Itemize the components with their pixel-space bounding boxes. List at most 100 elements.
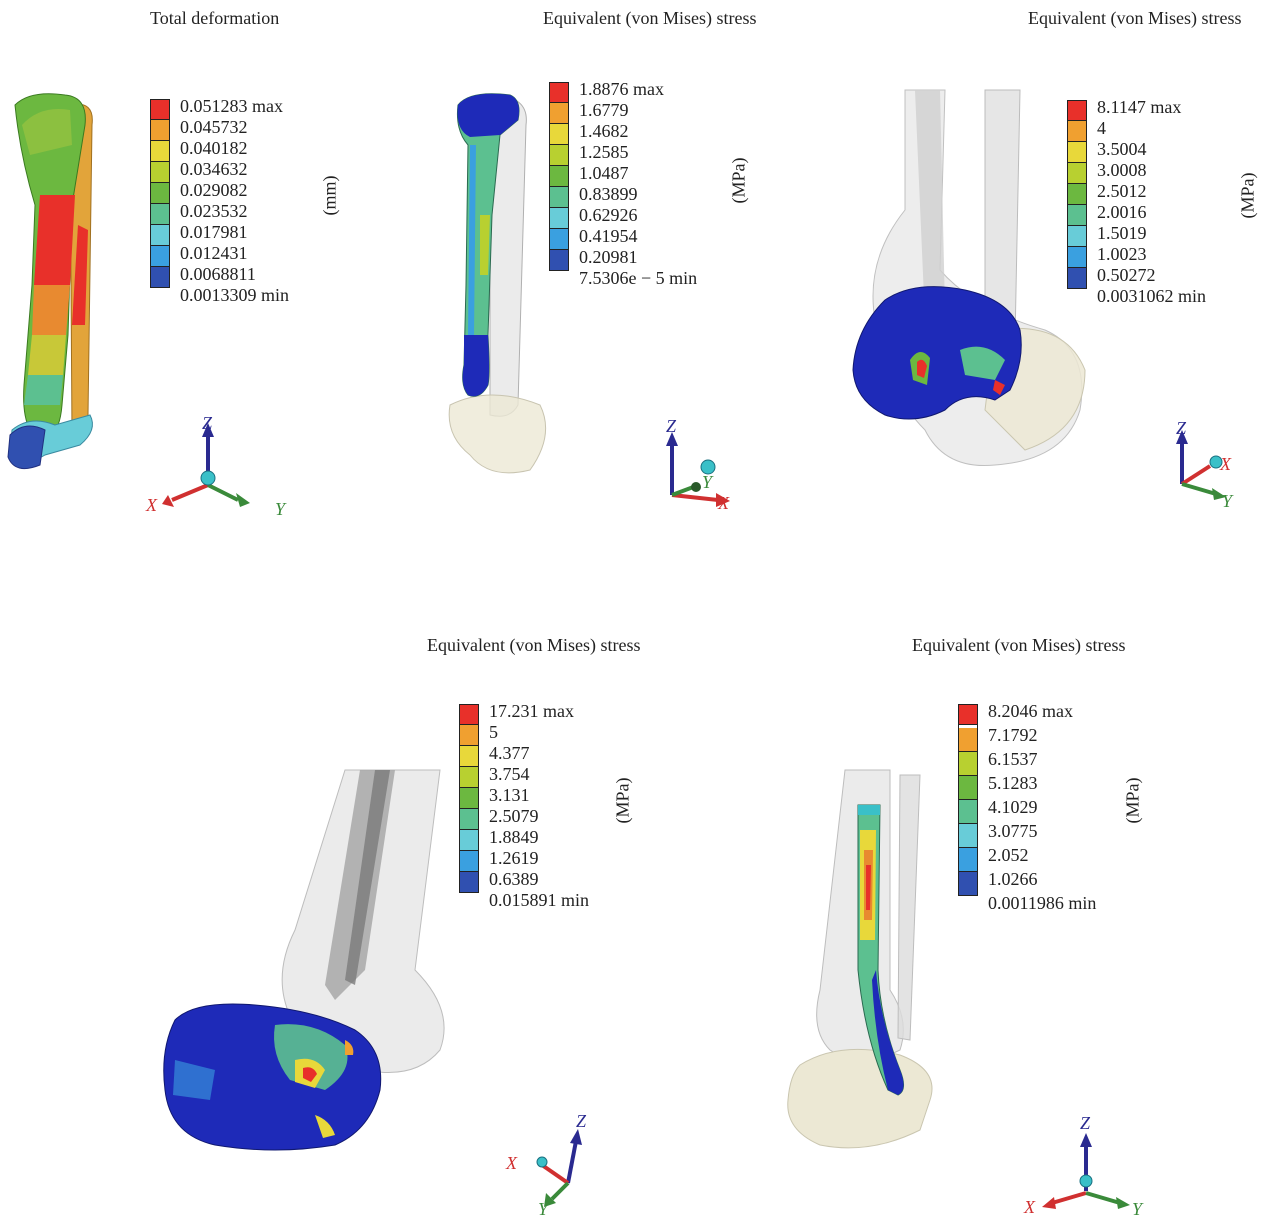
axis-triad: Z X Y xyxy=(505,1111,587,1217)
legend-label: 0.023532 xyxy=(180,201,248,221)
legend-label: 2.0016 xyxy=(1097,202,1147,222)
legend-swatch xyxy=(150,246,170,267)
legend-swatch xyxy=(1067,247,1087,268)
legend-swatch xyxy=(150,204,170,225)
legend-swatch xyxy=(958,752,978,776)
legend-label: 0.045732 xyxy=(180,117,248,137)
legend-label: 3.5004 xyxy=(1097,139,1147,159)
y-axis-label: Y xyxy=(1222,491,1234,511)
legend-swatch xyxy=(459,830,479,851)
unit-label: (mm) xyxy=(319,175,340,216)
y-axis-label: Y xyxy=(702,472,714,492)
legend-swatch xyxy=(150,141,170,162)
legend-label: 0.0011986 min xyxy=(988,893,1097,913)
legend-label: 1.5019 xyxy=(1097,223,1147,243)
legend-swatch xyxy=(549,250,569,271)
y-axis-label: Y xyxy=(275,499,287,519)
legend-swatch xyxy=(459,872,479,893)
legend-swatch xyxy=(958,800,978,824)
legend-label: 7.1792 xyxy=(988,725,1038,745)
legend-label: 17.231 max xyxy=(489,701,574,721)
unit-label: (MPa) xyxy=(1237,172,1258,219)
legend-swatch xyxy=(150,162,170,183)
legend-label: 0.012431 xyxy=(180,243,248,263)
legend-swatch xyxy=(459,851,479,872)
y-axis-label: Y xyxy=(1132,1199,1144,1217)
legend-label: 6.1537 xyxy=(988,749,1038,769)
legend-label: 0.62926 xyxy=(579,205,638,225)
legend-swatch xyxy=(958,848,978,872)
panel-title: Equivalent (von Mises) stress xyxy=(427,635,641,655)
z-axis-label: Z xyxy=(666,416,677,436)
legend-label: 0.034632 xyxy=(180,159,248,179)
legend-label: 0.0013309 min xyxy=(180,285,290,305)
legend-label: 1.8849 xyxy=(489,827,539,847)
legend-label: 0.015891 min xyxy=(489,890,590,910)
legend-swatch xyxy=(958,728,978,752)
legend-label: 1.0487 xyxy=(579,163,629,183)
legend-label: 0.83899 xyxy=(579,184,638,204)
legend-swatch xyxy=(459,809,479,830)
legend-label: 4.377 xyxy=(489,743,530,763)
legend-swatch xyxy=(459,725,479,746)
panel-title: Equivalent (von Mises) stress xyxy=(912,635,1126,655)
deformation-model-render xyxy=(7,93,93,470)
z-axis-label: Z xyxy=(1176,418,1187,438)
legend-swatch xyxy=(549,166,569,187)
legend-label: 1.8876 max xyxy=(579,79,664,99)
legend-swatch xyxy=(958,824,978,848)
stress-model-render-3 xyxy=(163,769,445,1151)
stress-model-render-2 xyxy=(852,89,1086,467)
legend-swatch xyxy=(150,183,170,204)
legend-label: 0.6389 xyxy=(489,869,539,889)
legend-label: 1.6779 xyxy=(579,100,629,120)
legend-label: 8.2046 max xyxy=(988,701,1073,721)
axis-triad: Z X Y xyxy=(1176,418,1234,511)
axis-triad: Z X Y xyxy=(145,413,287,519)
legend-swatch xyxy=(459,767,479,788)
z-axis-label: Z xyxy=(576,1111,587,1131)
legend-label: 4.1029 xyxy=(988,797,1038,817)
legend-swatch xyxy=(1067,226,1087,247)
legend-label: 3.131 xyxy=(489,785,530,805)
legend-label: 0.0031062 min xyxy=(1097,286,1207,306)
legend-label: 1.4682 xyxy=(579,121,629,141)
legend-swatch xyxy=(459,746,479,767)
y-axis-label: Y xyxy=(538,1199,550,1217)
legend-label: 4 xyxy=(1097,118,1106,138)
legend-label: 1.0023 xyxy=(1097,244,1147,264)
legend-label: 0.029082 xyxy=(180,180,248,200)
legend-swatch xyxy=(1067,100,1087,121)
legend-label: 0.50272 xyxy=(1097,265,1156,285)
legend-label: 2.5012 xyxy=(1097,181,1147,201)
legend-label: 3.0008 xyxy=(1097,160,1147,180)
legend-swatch xyxy=(459,788,479,809)
legend-label: 0.41954 xyxy=(579,226,638,246)
legend-swatch xyxy=(549,208,569,229)
axis-triad: Z X Y xyxy=(1023,1113,1144,1217)
x-axis-label: X xyxy=(1023,1197,1036,1217)
legend-label: 5 xyxy=(489,722,498,742)
legend-swatch xyxy=(549,187,569,208)
legend-label: 1.2619 xyxy=(489,848,539,868)
legend-swatch xyxy=(150,225,170,246)
panel-title: Equivalent (von Mises) stress xyxy=(543,8,757,28)
panel-title: Equivalent (von Mises) stress xyxy=(1028,8,1242,28)
legend-swatch xyxy=(958,872,978,896)
panel-title: Total deformation xyxy=(150,8,280,28)
unit-label: (MPa) xyxy=(612,777,633,824)
legend-label: 0.20981 xyxy=(579,247,638,267)
z-axis-label: Z xyxy=(1080,1113,1091,1133)
legend-swatch xyxy=(459,704,479,725)
legend-swatch xyxy=(1067,184,1087,205)
legend-swatch xyxy=(1067,268,1087,289)
legend-swatch xyxy=(549,145,569,166)
legend-swatch xyxy=(150,120,170,141)
legend-label: 0.017981 xyxy=(180,222,248,242)
legend-label: 8.1147 max xyxy=(1097,97,1182,117)
legend-swatch xyxy=(150,99,170,120)
legend-label: 1.0266 xyxy=(988,869,1038,889)
axis-triad: Z X Y xyxy=(666,416,730,513)
legend-swatch xyxy=(958,776,978,800)
x-axis-label: X xyxy=(145,495,158,515)
